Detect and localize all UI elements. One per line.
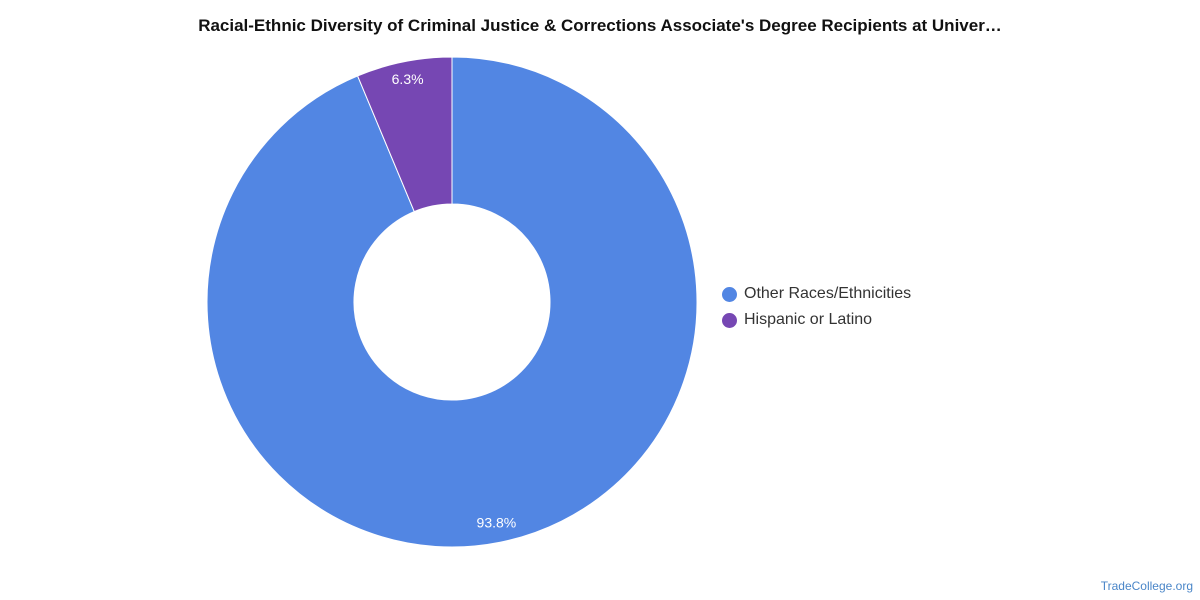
source-credit[interactable]: TradeCollege.org	[1100, 579, 1193, 593]
donut-slices	[206, 56, 698, 548]
data-label-other-races-ethnicities: 93.8%	[477, 514, 517, 530]
legend-label-other-races: Other Races/Ethnicities	[744, 285, 912, 302]
legend-item-hispanic-or-latino[interactable]: Hispanic or Latino	[722, 307, 911, 333]
legend-swatch-other-races	[722, 286, 737, 302]
slice-hispanic-or-latino[interactable]	[356, 56, 453, 213]
legend-item-other-races[interactable]: Other Races/Ethnicities	[722, 281, 911, 307]
legend: Other Races/Ethnicities Hispanic or Lati…	[722, 281, 911, 333]
chart-title: Racial-Ethnic Diversity of Criminal Just…	[198, 16, 1002, 35]
legend-swatch-hispanic-or-latino	[722, 312, 737, 328]
data-label-hispanic-or-latino: 6.3%	[392, 71, 424, 87]
data-labels: 93.8% 6.3%	[392, 71, 517, 530]
slice-other-races-ethnicities[interactable]	[206, 56, 698, 548]
legend-label-hispanic-or-latino: Hispanic or Latino	[744, 311, 873, 328]
